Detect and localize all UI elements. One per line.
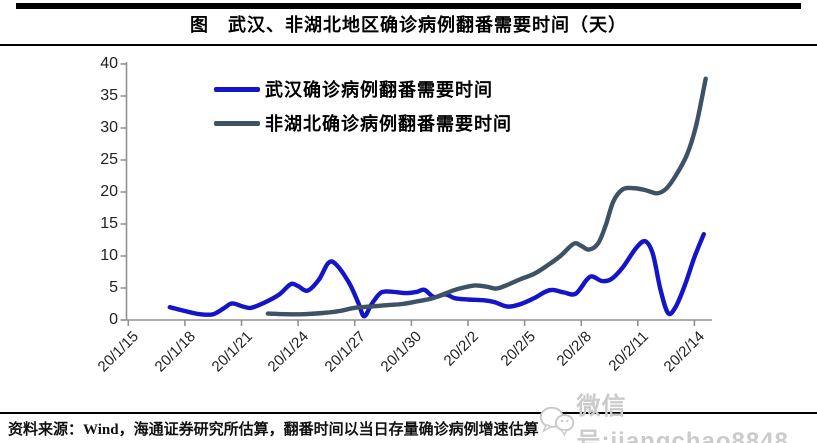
y-tick-label: 35 [100, 87, 118, 104]
y-tick-label: 0 [109, 311, 118, 328]
legend-label-wuhan: 武汉确诊病例翻番需要时间 [265, 80, 493, 100]
wechat-icon [539, 406, 575, 437]
y-tick-label: 25 [100, 151, 118, 168]
title-divider [0, 44, 817, 46]
y-tick-label: 40 [100, 55, 118, 72]
top-divider [16, 3, 801, 9]
y-tick-label: 30 [100, 119, 118, 136]
legend-item-non-hubei: 非湖北确诊病例翻番需要时间 [214, 106, 512, 140]
series-line-wuhan [167, 232, 706, 319]
chart-legend: 武汉确诊病例翻番需要时间 非湖北确诊病例翻番需要时间 [214, 72, 512, 140]
wechat-watermark: 微信号:jiangchao8848 [538, 386, 817, 443]
y-tick-label: 5 [109, 279, 118, 296]
non-hubei-line-swatch [214, 120, 260, 126]
legend-label-non-hubei: 非湖北确诊病例翻番需要时间 [265, 114, 512, 134]
y-tick-label: 10 [100, 247, 118, 264]
bottom-divider [0, 412, 817, 414]
source-note: 资料来源：Wind，海通证券研究所估算，翻番时间以当日存量确诊病例增速估算 [8, 422, 539, 438]
y-tick-label: 20 [100, 183, 118, 200]
legend-item-wuhan: 武汉确诊病例翻番需要时间 [214, 72, 512, 106]
watermark-text: 微信号:jiangchao8848 [576, 393, 789, 443]
series-line-non-hubei [265, 76, 708, 317]
wuhan-line-swatch [214, 86, 260, 92]
y-tick-label: 15 [100, 215, 118, 232]
chart-title: 图 武汉、非湖北地区确诊病例翻番需要时间（天） [190, 15, 627, 35]
